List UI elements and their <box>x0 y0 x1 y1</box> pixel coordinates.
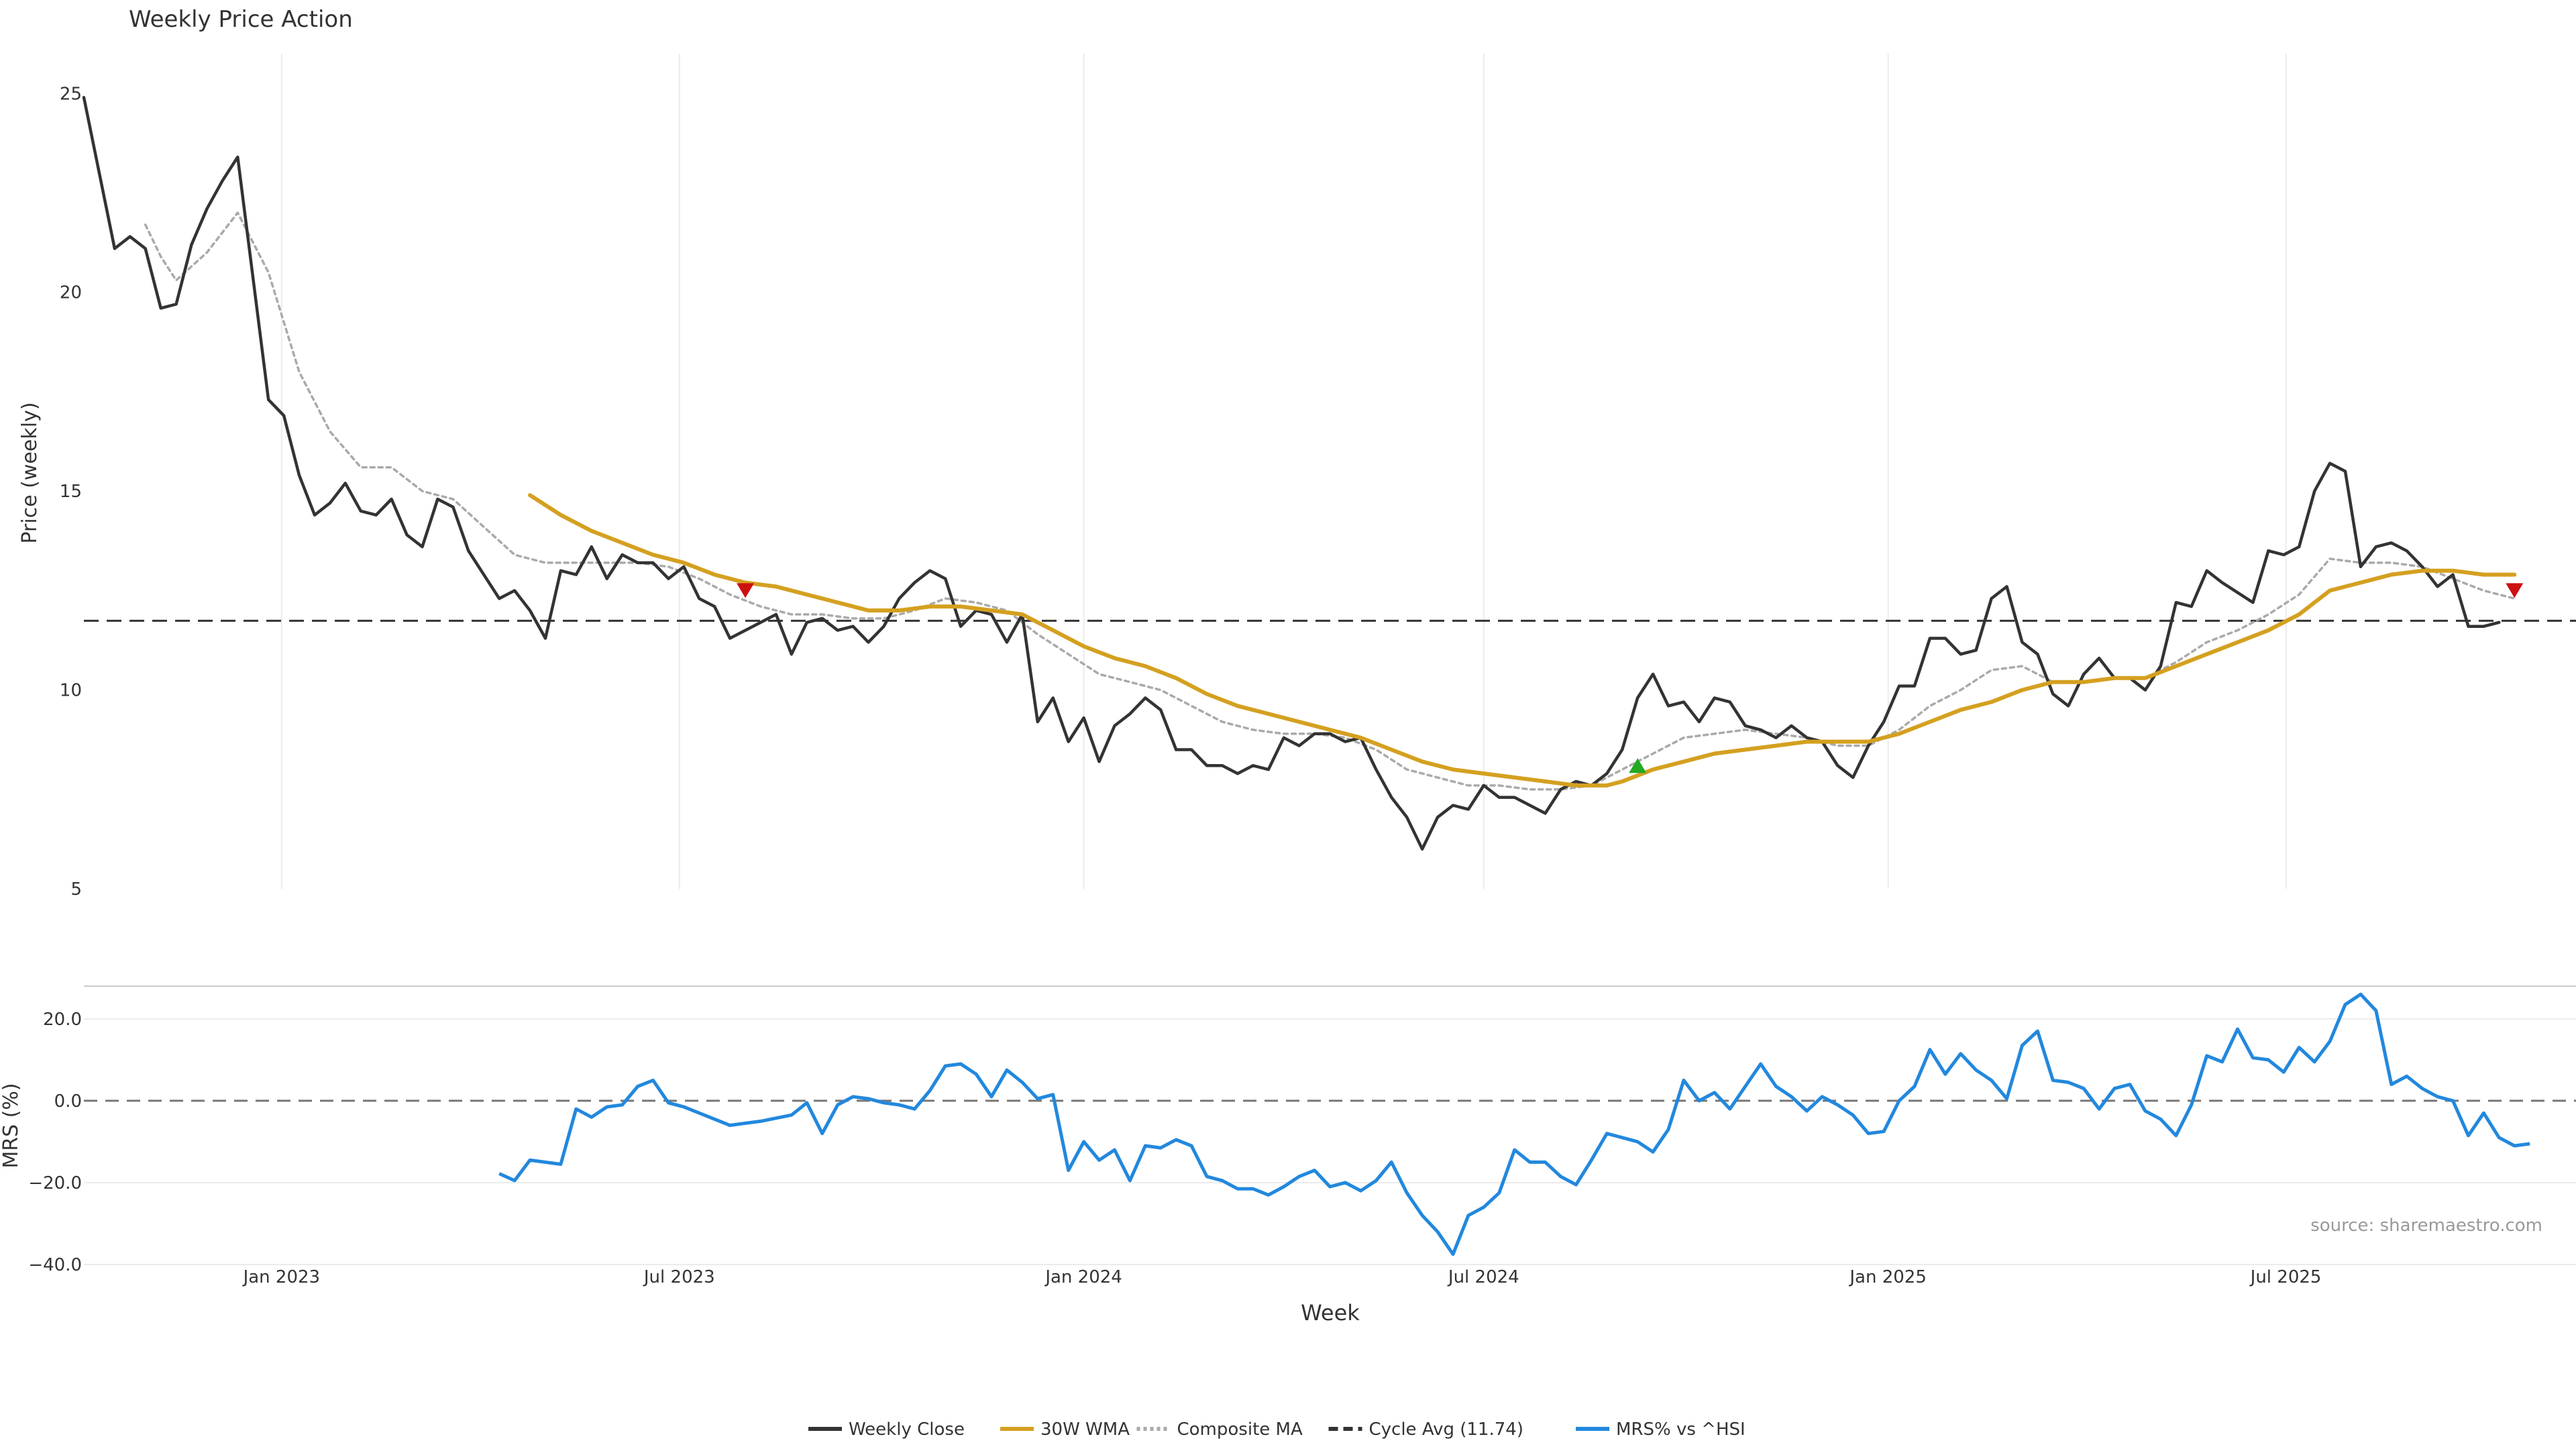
mrs-y-tick-label: −40.0 <box>28 1255 82 1275</box>
series-line-composite-ma <box>144 211 2516 791</box>
signal-markers <box>737 583 2524 773</box>
x-tick-label: Jul 2024 <box>1447 1267 1519 1287</box>
series-line-mrs <box>498 992 2530 1256</box>
legend-label: MRS% vs ^HSI <box>1616 1419 1746 1440</box>
sell-signal-marker <box>737 583 755 598</box>
mrs-y-label: MRS (%) <box>0 1083 23 1168</box>
x-tick-label: Jul 2025 <box>2249 1267 2322 1287</box>
mrs-y-tick-label: 0.0 <box>54 1091 82 1112</box>
mrs-y-tick-label: −20.0 <box>28 1173 82 1193</box>
price-series <box>82 95 2576 851</box>
x-tick-label: Jan 2023 <box>242 1267 321 1287</box>
sell-signal-marker <box>2506 583 2524 598</box>
legend: Weekly Close 30W WMA Composite MA Cycle Avg… <box>808 1419 1746 1440</box>
source-label: source: sharemaestro.com <box>2310 1216 2542 1236</box>
legend-label: Weekly Close <box>849 1419 965 1440</box>
x-ticks: Jan 2023 Jul 2023 Jan 2024 Jul 2024 Jan 2025… <box>242 1267 2322 1287</box>
price-y-tick-label: 20 <box>60 283 82 303</box>
price-y-tick-label: 25 <box>60 84 82 104</box>
x-tick-label: Jul 2023 <box>643 1267 715 1287</box>
price-y-label: Price (weekly) <box>18 402 42 543</box>
x-axis-label: Week <box>1301 1300 1360 1326</box>
price-grid <box>280 54 2287 889</box>
mrs-y-tick-label: 20.0 <box>43 1010 82 1030</box>
buy-signal-marker <box>1629 758 1647 773</box>
price-y-tick-label: 10 <box>60 681 82 701</box>
x-tick-label: Jan 2024 <box>1044 1267 1122 1287</box>
series-line-30w-wma <box>528 493 2517 788</box>
mrs-grid <box>84 1018 2576 1265</box>
mrs-series <box>84 992 2576 1256</box>
mrs-y-ticks: −40.0 −20.0 0.0 20.0 <box>28 1010 82 1275</box>
price-y-ticks: 5 10 15 20 25 <box>60 84 82 900</box>
chart-title: Weekly Price Action <box>129 6 353 33</box>
legend-label: Cycle Avg (11.74) <box>1369 1419 1523 1440</box>
x-tick-label: Jan 2025 <box>1848 1267 1927 1287</box>
legend-label: Composite MA <box>1177 1419 1303 1440</box>
price-y-tick-label: 5 <box>70 879 82 900</box>
price-y-tick-label: 15 <box>60 482 82 502</box>
legend-label: 30W WMA <box>1040 1419 1130 1440</box>
series-line-weekly-close <box>82 95 2501 851</box>
